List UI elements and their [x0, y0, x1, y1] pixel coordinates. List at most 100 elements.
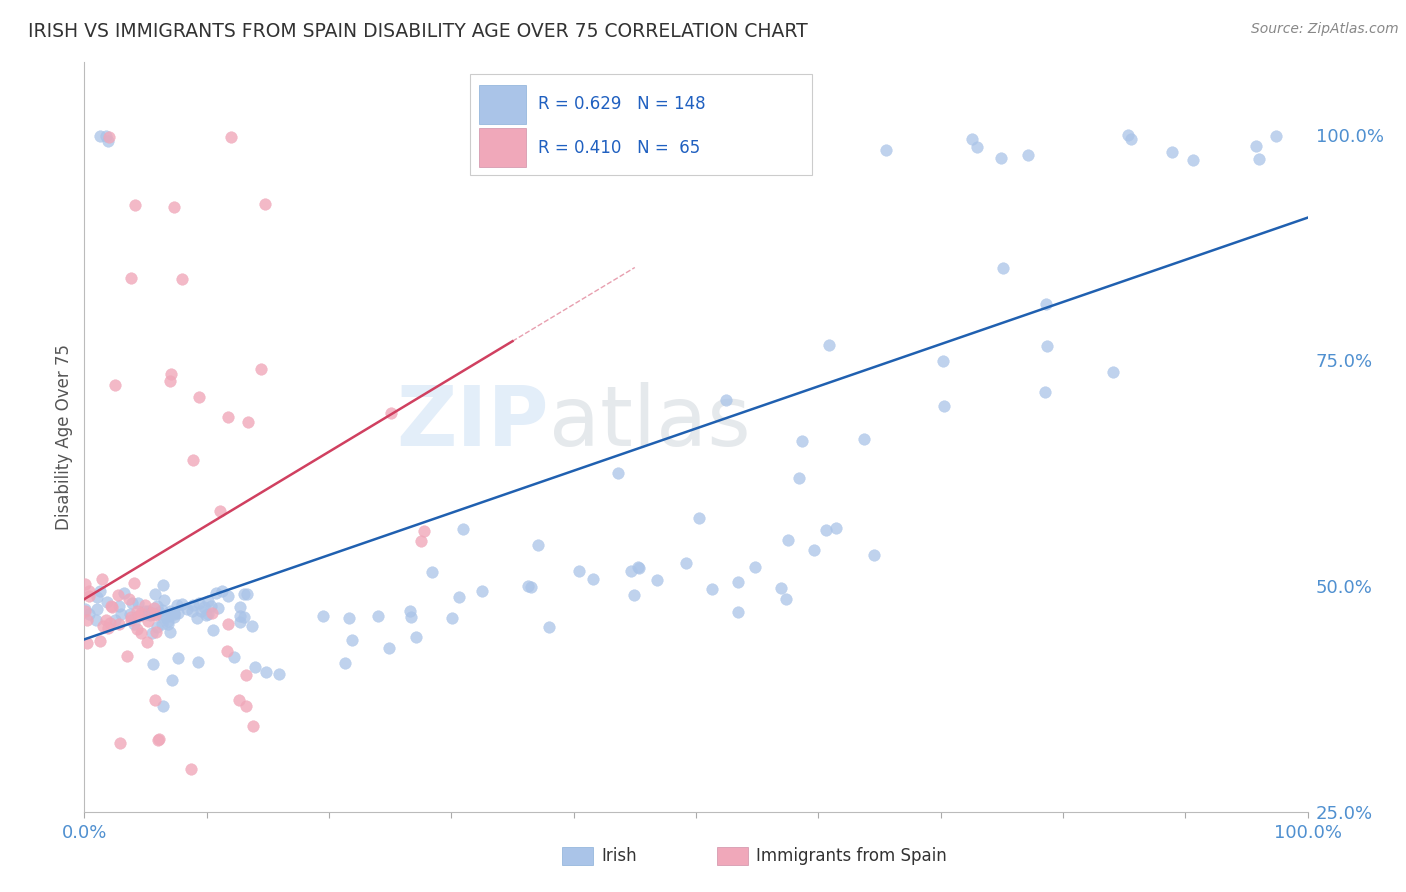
Point [1181, 153, 1204, 167]
Point [447, 590, 470, 604]
Point [104, 613, 127, 627]
Text: R = 0.629   N = 148: R = 0.629 N = 148 [538, 95, 706, 113]
Point [207, 600, 229, 615]
Point [89, 584, 111, 599]
Point [209, 503, 232, 517]
Point [163, 607, 186, 621]
Point [194, 608, 217, 623]
Point [1161, 145, 1184, 159]
Point [770, 581, 793, 595]
Point [380, 406, 402, 420]
Point [107, 616, 129, 631]
Point [145, 587, 167, 601]
Text: atlas: atlas [550, 382, 751, 463]
Point [143, 607, 166, 622]
Point [77, 589, 100, 603]
Point [560, 147, 582, 161]
Text: ZIP: ZIP [396, 382, 550, 463]
Point [86, 590, 108, 604]
Point [990, 151, 1012, 165]
Point [215, 644, 238, 658]
Point [180, 762, 202, 776]
Point [143, 692, 166, 706]
Point [120, 271, 142, 285]
Point [89, 129, 111, 144]
Point [749, 130, 772, 145]
Point [688, 511, 710, 525]
Point [152, 578, 174, 592]
Point [451, 522, 474, 536]
Point [1119, 131, 1142, 145]
Point [235, 698, 257, 713]
Point [254, 665, 277, 680]
Point [217, 616, 239, 631]
Point [120, 607, 142, 622]
Point [138, 614, 160, 628]
Point [148, 732, 170, 747]
Point [155, 610, 177, 624]
Point [228, 693, 250, 707]
Point [1118, 128, 1140, 142]
Point [1035, 297, 1057, 311]
Point [84, 613, 107, 627]
Point [516, 579, 538, 593]
Point [441, 610, 464, 624]
Point [200, 599, 222, 614]
Point [76, 635, 98, 649]
Point [157, 614, 180, 628]
Point [628, 560, 651, 574]
Point [267, 667, 290, 681]
Point [853, 432, 876, 446]
Point [568, 565, 591, 579]
Point [582, 572, 605, 586]
Point [89, 633, 111, 648]
Point [413, 524, 436, 539]
Point [519, 580, 541, 594]
Point [236, 416, 259, 430]
Point [367, 608, 389, 623]
Point [145, 624, 167, 639]
Point [100, 599, 122, 614]
Text: IRISH VS IMMIGRANTS FROM SPAIN DISABILITY AGE OVER 75 CORRELATION CHART: IRISH VS IMMIGRANTS FROM SPAIN DISABILIT… [28, 22, 808, 41]
Point [399, 609, 422, 624]
Point [136, 604, 159, 618]
Point [503, 140, 526, 154]
Point [217, 409, 239, 424]
Point [792, 434, 814, 449]
Point [645, 573, 668, 587]
Point [100, 599, 122, 614]
Point [727, 574, 749, 589]
Point [77, 607, 100, 621]
Point [141, 626, 163, 640]
Point [607, 467, 630, 481]
Point [201, 624, 224, 638]
Point [190, 605, 212, 619]
Point [727, 605, 749, 619]
Point [143, 601, 166, 615]
Point [150, 603, 173, 617]
Point [86, 602, 108, 616]
Point [1036, 339, 1059, 353]
Point [700, 582, 723, 596]
Point [159, 624, 181, 639]
Point [818, 338, 841, 352]
Point [150, 616, 173, 631]
Point [76, 613, 98, 627]
Point [148, 605, 170, 619]
Point [966, 140, 988, 154]
Point [217, 589, 239, 603]
Text: Immigrants from Spain: Immigrants from Spain [756, 847, 948, 865]
Point [145, 599, 167, 613]
Bar [479, 128, 526, 168]
Point [714, 393, 737, 408]
Point [167, 650, 190, 665]
Point [240, 619, 263, 633]
Point [115, 649, 138, 664]
Point [107, 588, 129, 602]
Point [803, 543, 825, 558]
Point [122, 616, 145, 631]
Point [546, 139, 568, 153]
Point [163, 606, 186, 620]
Point [814, 523, 837, 537]
Point [91, 618, 114, 632]
